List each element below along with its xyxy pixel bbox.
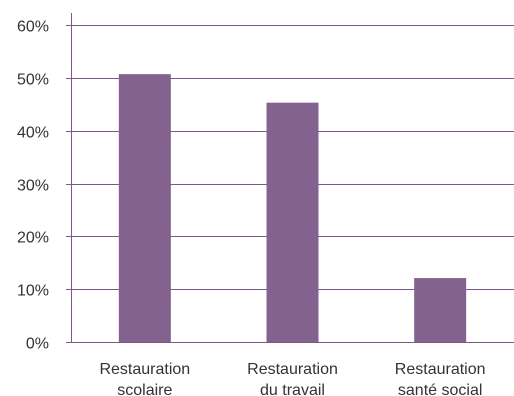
y-tick-labels: 0% 10% 20% 30% 40% 50% 60% bbox=[17, 19, 49, 353]
x-category-labels: Restauration scolaire Restauration du trava… bbox=[99, 361, 485, 396]
y-tick-label: 30% bbox=[17, 178, 49, 195]
x-category-label: Restauration scolaire bbox=[99, 361, 190, 396]
y-tick-label: 50% bbox=[17, 72, 49, 89]
x-category-label: Restauration santé social bbox=[395, 361, 486, 396]
y-tick-label: 60% bbox=[17, 19, 49, 36]
bar bbox=[414, 278, 467, 342]
axes bbox=[66, 13, 514, 343]
bar bbox=[266, 102, 319, 342]
bars bbox=[118, 74, 467, 342]
y-tick-label: 40% bbox=[17, 125, 49, 142]
y-tick-label: 0% bbox=[26, 336, 49, 353]
y-tick-label: 10% bbox=[17, 283, 49, 300]
x-category-label: Restauration du travail bbox=[247, 361, 338, 396]
bar bbox=[118, 74, 171, 342]
y-tick-label: 20% bbox=[17, 230, 49, 247]
